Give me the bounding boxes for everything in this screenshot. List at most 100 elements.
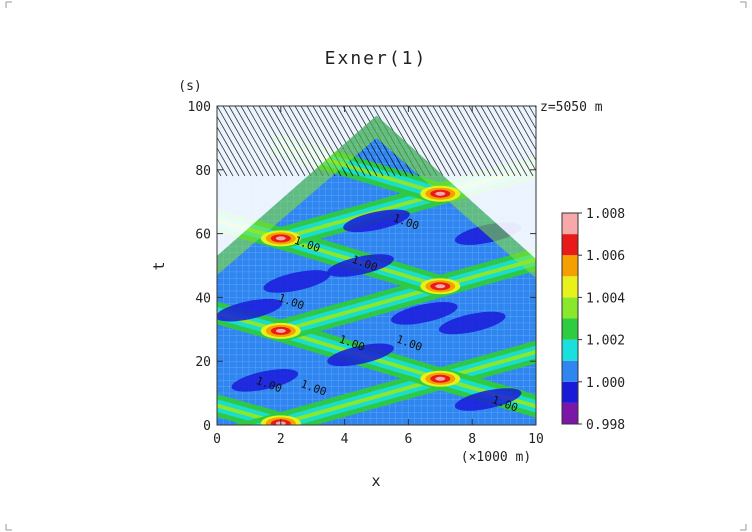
wave-band-crest [438, 349, 536, 381]
top-hatch-region [157, 106, 611, 279]
hatch-line [450, 106, 492, 177]
hatch-line [246, 106, 288, 177]
low-patch [391, 302, 458, 325]
hatch-line [432, 106, 474, 177]
hatch-line [217, 136, 240, 177]
hatch-line [444, 106, 486, 177]
hatch-line [276, 106, 318, 177]
hatch-line [480, 106, 522, 177]
hatch-line [252, 106, 294, 177]
wave-band-crest [278, 284, 443, 333]
y-tick-label: 100 [188, 100, 211, 115]
x-tick-label: 10 [528, 432, 544, 447]
hatch-line [516, 106, 536, 141]
x-tick-label: 6 [404, 432, 412, 447]
colorbar-label: 1.008 [586, 207, 625, 222]
y-tick-label: 20 [195, 355, 211, 370]
chart-title: Exner(1) [325, 48, 428, 69]
plot-area: 1.00 1.001.00 1.001.001.001.001.001.00 [157, 106, 611, 425]
low-patch [263, 270, 331, 293]
y-axis-ticks: 0 20 40 60 80 100 [188, 100, 536, 434]
hatch-fill [217, 106, 536, 260]
colorbar-label: 0.998 [586, 418, 625, 433]
x-unit-label: (×1000 m) [461, 450, 531, 465]
hatch-line [217, 115, 252, 177]
hatch-line [534, 106, 536, 109]
y-axis-label: t [150, 261, 168, 270]
colorbar: 0.998 1.000 1.002 1.004 1.006 1.008 [561, 207, 625, 433]
hatch-line [408, 106, 450, 177]
hatch-line [217, 157, 228, 177]
wave-band-crest [217, 310, 283, 333]
hatch-line [234, 106, 276, 177]
colorbar-swatch [562, 213, 578, 235]
hatch-line [426, 106, 468, 177]
hatch-line [157, 106, 197, 176]
hatch-line [264, 106, 306, 177]
x-tick-label: 2 [277, 432, 285, 447]
hatch-line [492, 106, 534, 177]
hatch-line [270, 106, 312, 177]
x-tick-label: 8 [468, 432, 476, 447]
low-patch [327, 343, 394, 367]
hatch-line [217, 106, 258, 177]
hatch-line [571, 106, 611, 176]
hatch-line [324, 106, 366, 177]
low-patch [454, 388, 522, 411]
hatch-line [402, 106, 444, 177]
y-tick-label: 80 [195, 164, 211, 179]
colorbar-label: 1.000 [586, 376, 625, 391]
low-patch [327, 254, 394, 277]
height-annotation: z=5050 m [540, 100, 603, 115]
hatch-line [559, 106, 599, 176]
hatch-line [438, 106, 480, 177]
hatch-line [217, 147, 234, 177]
colorbar-swatch [562, 402, 578, 424]
hatch-line [217, 126, 246, 177]
x-axis-label: x [371, 472, 380, 490]
hatch-line [414, 106, 456, 177]
colorbar-swatch [562, 318, 578, 340]
colorbar-frame [561, 212, 579, 425]
colorbar-label: 1.004 [586, 291, 625, 306]
x-axis-ticks: 0 2 4 6 8 10 [213, 106, 544, 447]
x-tick-label: 0 [213, 432, 221, 447]
hatch-line [547, 106, 587, 176]
hatch-line [240, 106, 282, 177]
colorbar-swatch [562, 297, 578, 319]
hatch-line [456, 106, 498, 177]
colorbar-label: 1.006 [586, 249, 625, 264]
peak-core [275, 328, 286, 333]
colorbar-swatch [562, 255, 578, 277]
colorbar-swatch [562, 339, 578, 361]
low-patch [231, 369, 299, 392]
colorbar-swatch [562, 381, 578, 403]
low-patch [217, 298, 283, 322]
peak-core [435, 284, 446, 289]
hatch-line [553, 106, 593, 176]
hatch-line [318, 106, 360, 177]
hatch-line [282, 106, 324, 177]
colorbar-swatch [562, 360, 578, 382]
plot-frame [216, 105, 537, 426]
hatch-line [486, 106, 528, 177]
hatch-line [510, 106, 536, 151]
hatch-line [462, 106, 504, 177]
hatch-line [504, 106, 536, 162]
wave-band-crest [217, 403, 283, 425]
hatch-line [258, 106, 300, 177]
hatch-line [541, 106, 581, 176]
peak-core [435, 191, 446, 196]
hatch-line [468, 106, 510, 177]
y-tick-label: 0 [203, 419, 211, 434]
colorbar-swatch [562, 276, 578, 298]
hatch-line [565, 106, 605, 176]
hatch-line [522, 106, 536, 130]
hatch-line [474, 106, 516, 177]
hatch-line [222, 106, 264, 177]
y-tick-label: 60 [195, 228, 211, 243]
peak-core [275, 236, 286, 241]
colorbar-label: 1.002 [586, 334, 625, 349]
hatch-line [312, 106, 354, 177]
